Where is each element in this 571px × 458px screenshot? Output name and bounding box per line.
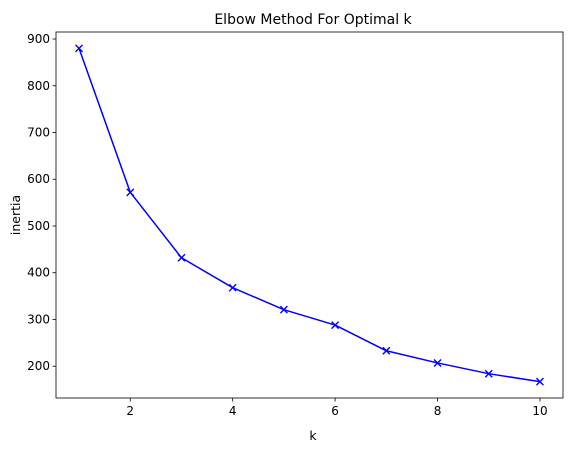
y-axis-ticks: 200 300 400 500 600 700 800 900: [27, 32, 56, 373]
series-line: [78, 48, 541, 383]
y-tick-label: 400: [27, 266, 50, 280]
y-tick-label: 500: [27, 219, 50, 233]
data-point-marker: [331, 321, 340, 330]
x-tick-label: 10: [532, 404, 547, 418]
data-point-marker: [535, 377, 544, 386]
y-tick-label: 200: [27, 359, 50, 373]
data-point-marker: [126, 188, 135, 197]
x-axis-label: k: [309, 428, 317, 443]
x-tick-label: 6: [331, 404, 339, 418]
y-tick-label: 600: [27, 172, 50, 186]
y-tick-label: 900: [27, 32, 50, 46]
x-tick-label: 4: [229, 404, 237, 418]
data-point-marker: [382, 346, 391, 355]
data-point-marker: [279, 305, 288, 314]
data-point-marker: [484, 369, 493, 378]
data-point-marker: [433, 358, 442, 367]
x-tick-label: 8: [434, 404, 442, 418]
chart-title: Elbow Method For Optimal k: [214, 12, 412, 28]
data-point-marker: [75, 44, 84, 53]
data-point-marker: [177, 253, 186, 262]
x-tick-label: 2: [126, 404, 134, 418]
series-layer: [75, 44, 544, 386]
plot-area-frame: [55, 31, 564, 399]
y-tick-label: 700: [27, 125, 50, 139]
data-point-marker: [228, 283, 237, 292]
x-axis-ticks: 2 4 6 8 10: [126, 398, 548, 418]
y-tick-label: 300: [27, 312, 50, 326]
y-axis-label: inertia: [8, 195, 23, 235]
y-tick-label: 800: [27, 79, 50, 93]
